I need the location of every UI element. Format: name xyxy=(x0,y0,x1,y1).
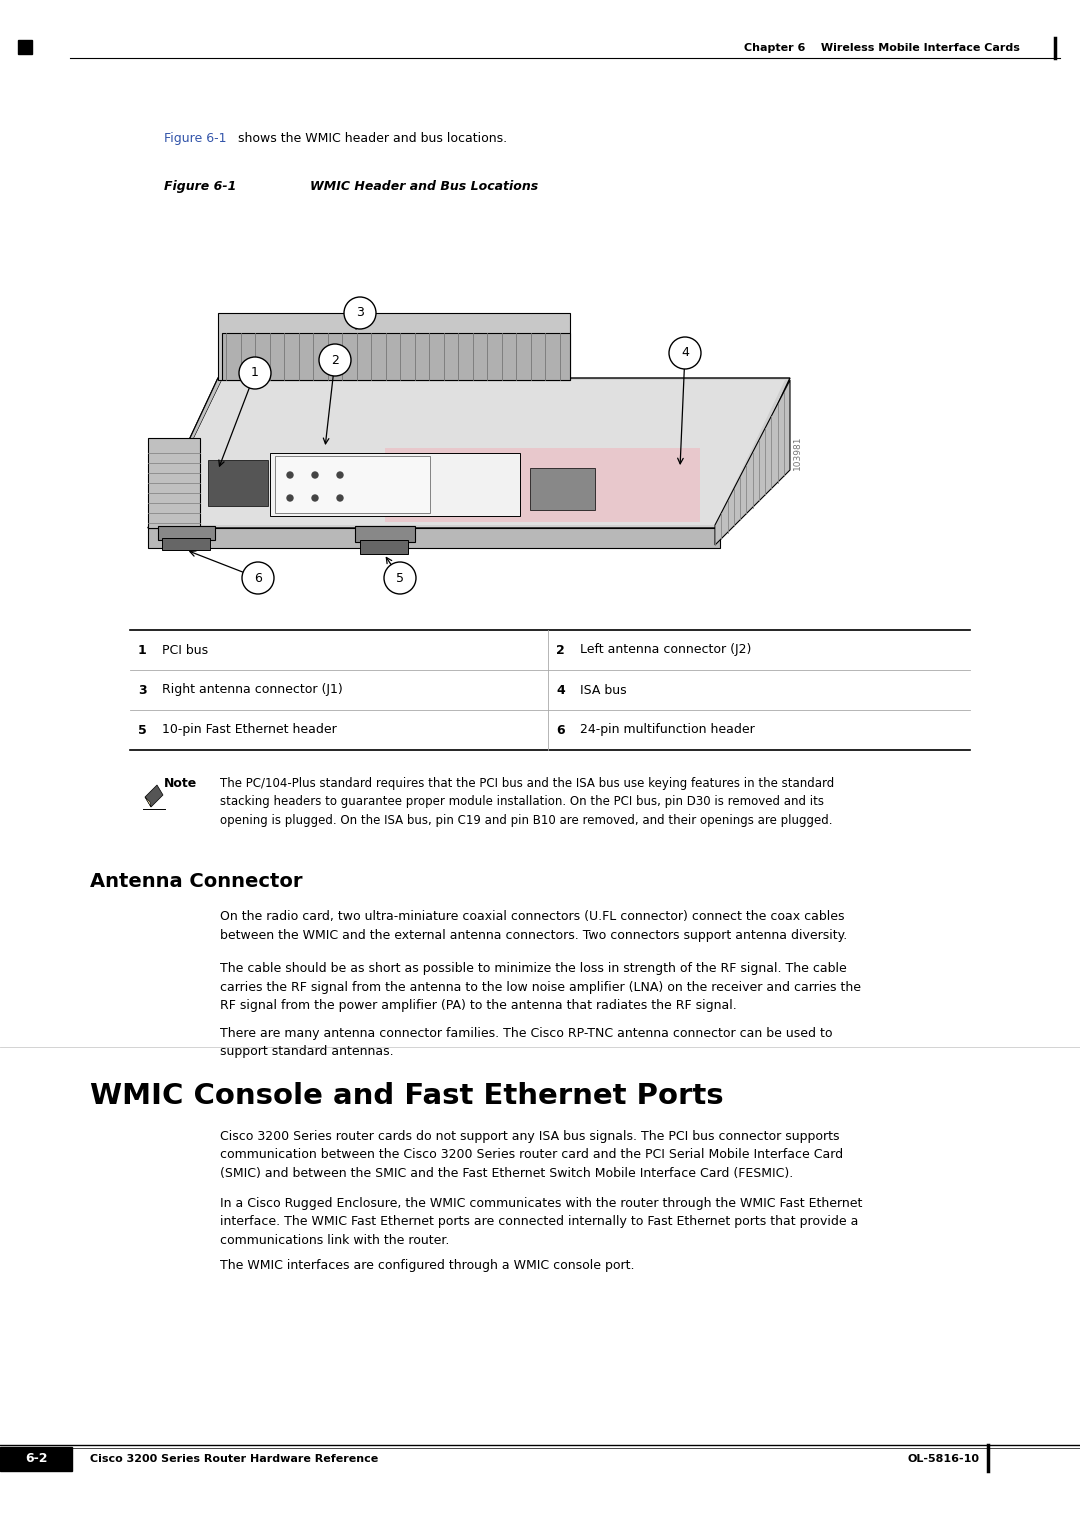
Polygon shape xyxy=(148,377,222,529)
Text: Left antenna connector (J2): Left antenna connector (J2) xyxy=(580,643,752,657)
Text: 1: 1 xyxy=(138,643,147,657)
Text: Figure 6-1: Figure 6-1 xyxy=(164,180,237,193)
Text: Cisco 3200 Series router cards do not support any ISA bus signals. The PCI bus c: Cisco 3200 Series router cards do not su… xyxy=(220,1131,843,1180)
Text: Figure 6-1: Figure 6-1 xyxy=(164,131,227,145)
Text: The cable should be as short as possible to minimize the loss in strength of the: The cable should be as short as possible… xyxy=(220,963,861,1012)
Polygon shape xyxy=(715,380,789,545)
Polygon shape xyxy=(145,785,163,807)
Polygon shape xyxy=(270,452,519,516)
Text: Note: Note xyxy=(164,778,198,790)
Polygon shape xyxy=(145,798,151,807)
Circle shape xyxy=(287,495,293,501)
Polygon shape xyxy=(384,448,700,523)
Text: 6: 6 xyxy=(556,723,565,736)
Bar xyxy=(0,1447,72,1471)
Text: 2: 2 xyxy=(556,643,565,657)
Text: 3: 3 xyxy=(356,307,364,319)
Polygon shape xyxy=(208,460,268,506)
Polygon shape xyxy=(158,526,215,539)
Text: 103981: 103981 xyxy=(793,435,801,471)
Circle shape xyxy=(337,495,343,501)
Text: 5: 5 xyxy=(138,723,147,736)
Text: 6: 6 xyxy=(254,571,262,585)
Text: 24-pin multifunction header: 24-pin multifunction header xyxy=(580,723,755,736)
Polygon shape xyxy=(530,468,595,510)
Text: WMIC Console and Fast Ethernet Ports: WMIC Console and Fast Ethernet Ports xyxy=(90,1082,724,1109)
Circle shape xyxy=(384,562,416,594)
Text: 1: 1 xyxy=(251,367,259,379)
Circle shape xyxy=(312,472,318,478)
Circle shape xyxy=(242,562,274,594)
Polygon shape xyxy=(148,439,200,529)
Text: The PC/104-Plus standard requires that the PCI bus and the ISA bus use keying fe: The PC/104-Plus standard requires that t… xyxy=(220,778,834,827)
Text: shows the WMIC header and bus locations.: shows the WMIC header and bus locations. xyxy=(234,131,508,145)
Text: 4: 4 xyxy=(681,347,689,359)
Text: 4: 4 xyxy=(556,683,565,697)
Text: Right antenna connector (J1): Right antenna connector (J1) xyxy=(162,683,342,697)
Polygon shape xyxy=(355,526,415,542)
Text: The WMIC interfaces are configured through a WMIC console port.: The WMIC interfaces are configured throu… xyxy=(220,1259,635,1271)
Circle shape xyxy=(337,472,343,478)
Circle shape xyxy=(287,472,293,478)
Text: Chapter 6    Wireless Mobile Interface Cards: Chapter 6 Wireless Mobile Interface Card… xyxy=(744,43,1020,53)
Text: PCI bus: PCI bus xyxy=(162,643,208,657)
Text: There are many antenna connector families. The Cisco RP-TNC antenna connector ca: There are many antenna connector familie… xyxy=(220,1027,833,1059)
Polygon shape xyxy=(218,313,570,380)
Text: 10-pin Fast Ethernet header: 10-pin Fast Ethernet header xyxy=(162,723,337,736)
Text: 6-2: 6-2 xyxy=(25,1453,48,1465)
Polygon shape xyxy=(222,333,570,380)
Text: 5: 5 xyxy=(396,571,404,585)
Circle shape xyxy=(312,495,318,501)
Text: 3: 3 xyxy=(138,683,147,697)
Polygon shape xyxy=(148,377,789,529)
Polygon shape xyxy=(152,380,785,526)
Circle shape xyxy=(345,296,376,329)
Text: WMIC Header and Bus Locations: WMIC Header and Bus Locations xyxy=(310,180,538,193)
Text: Antenna Connector: Antenna Connector xyxy=(90,872,302,891)
Text: ISA bus: ISA bus xyxy=(580,683,626,697)
Polygon shape xyxy=(148,529,720,549)
Polygon shape xyxy=(275,455,430,513)
Circle shape xyxy=(319,344,351,376)
Text: In a Cisco Rugged Enclosure, the WMIC communicates with the router through the W: In a Cisco Rugged Enclosure, the WMIC co… xyxy=(220,1196,862,1247)
Text: OL-5816-10: OL-5816-10 xyxy=(908,1455,980,1464)
Text: 2: 2 xyxy=(332,353,339,367)
Text: On the radio card, two ultra-miniature coaxial connectors (U.FL connector) conne: On the radio card, two ultra-miniature c… xyxy=(220,911,847,941)
Circle shape xyxy=(669,338,701,368)
Polygon shape xyxy=(360,539,408,555)
Circle shape xyxy=(239,358,271,390)
Bar xyxy=(18,40,32,53)
Polygon shape xyxy=(162,538,210,550)
Text: Cisco 3200 Series Router Hardware Reference: Cisco 3200 Series Router Hardware Refere… xyxy=(90,1455,378,1464)
